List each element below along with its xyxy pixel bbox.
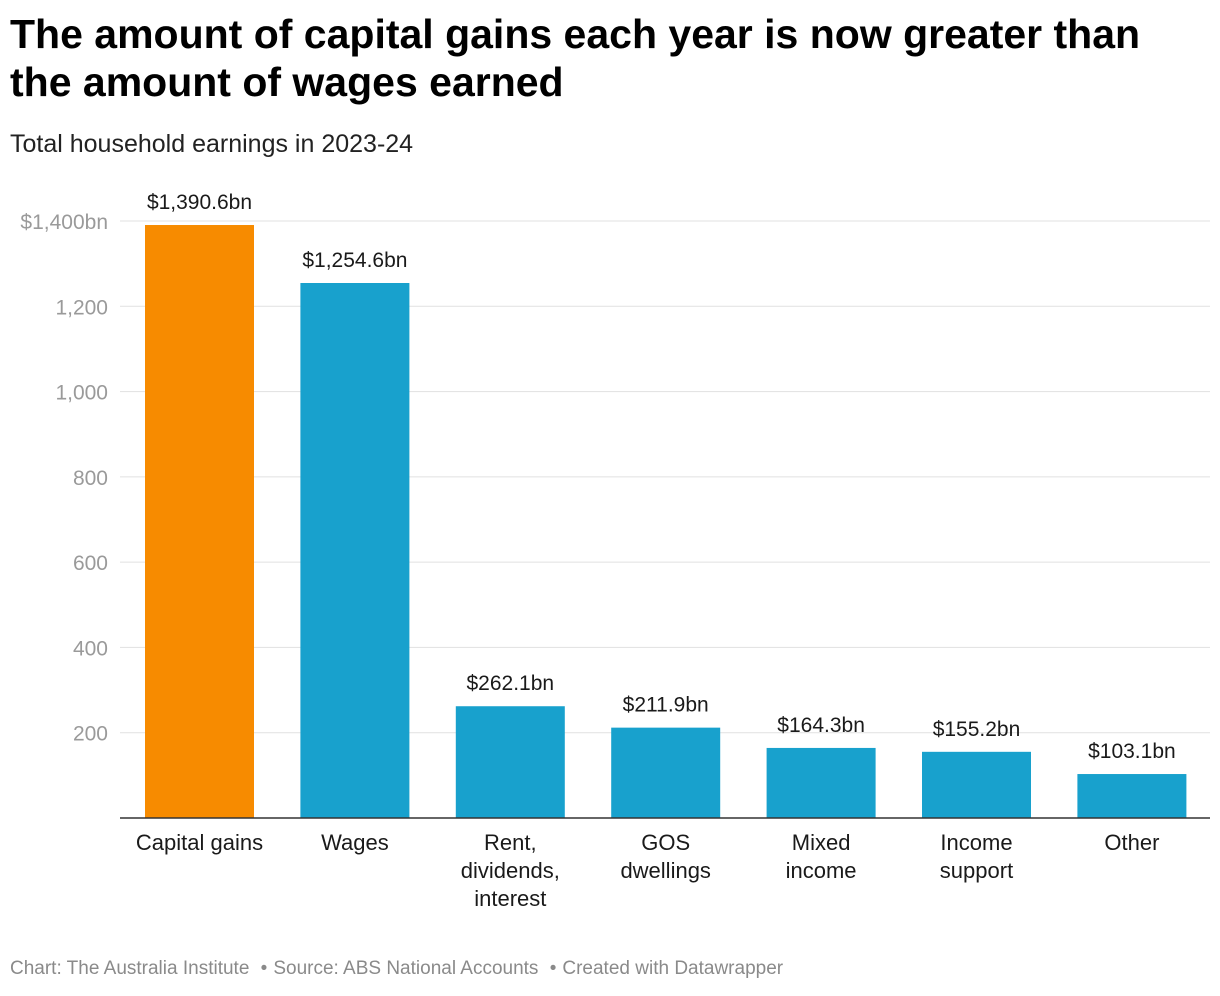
footer-separator: • <box>549 958 557 979</box>
data-label: $1,254.6bn <box>302 249 407 272</box>
bar <box>300 283 410 819</box>
data-label: $103.1bn <box>1088 740 1176 763</box>
bar <box>145 225 254 818</box>
y-tick-label: 1,200 <box>55 296 108 319</box>
bar <box>455 706 565 818</box>
x-tick-label: Rent, dividends, interest <box>461 830 560 911</box>
chart-title: The amount of capital gains each year is… <box>10 11 1141 105</box>
bar <box>1077 774 1187 818</box>
y-tick-label: 200 <box>73 723 108 746</box>
bar <box>611 727 721 818</box>
x-tick-label: GOS dwellings <box>620 830 711 883</box>
chart-subtitle: Total household earnings in 2023-24 <box>10 130 414 158</box>
x-tick-label: Mixed income <box>786 830 857 883</box>
data-label: $1,390.6bn <box>147 191 252 214</box>
y-tick-label: 800 <box>73 467 108 490</box>
data-label: $262.1bn <box>467 672 555 695</box>
y-tick-label: 400 <box>73 637 108 660</box>
y-tick-label: $1,400bn <box>20 211 108 234</box>
bar-chart: 200 400 600 800 1,000 1,200 $1,400bn $1,390.6bn… <box>20 191 1210 911</box>
chart-footer: Chart: The Australia Institute • Source: … <box>10 958 783 980</box>
footer-separator: • <box>260 958 268 979</box>
x-tick-label: Capital gains <box>136 830 263 855</box>
data-label: $164.3bn <box>777 714 865 737</box>
y-tick-label: 1,000 <box>55 382 108 405</box>
bar <box>922 751 1031 818</box>
data-label: $211.9bn <box>623 694 709 717</box>
datawrapper-credit: Created with Datawrapper <box>562 958 784 979</box>
x-tick-label: Other <box>1104 830 1159 855</box>
x-tick-label: Wages <box>321 830 389 855</box>
bar <box>766 747 876 818</box>
data-label: $155.2bn <box>933 718 1021 741</box>
y-tick-label: 600 <box>73 552 108 575</box>
x-tick-label: Income support <box>940 830 1013 883</box>
source-note: Source: ABS National Accounts <box>273 958 539 979</box>
chart-credit: Chart: The Australia Institute <box>10 958 250 979</box>
